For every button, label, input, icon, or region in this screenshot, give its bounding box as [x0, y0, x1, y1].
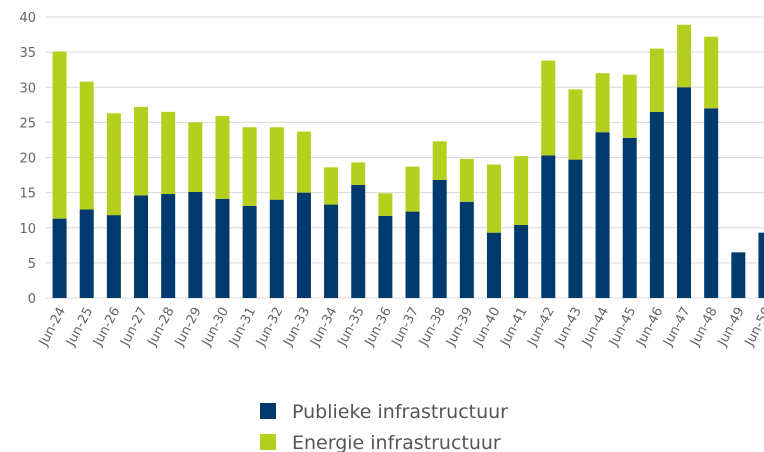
- y-tick-label: 20: [19, 152, 36, 167]
- bar-segment: [568, 159, 583, 298]
- bar-segment: [269, 127, 284, 200]
- bar-segment: [52, 218, 67, 298]
- y-tick-label: 35: [19, 46, 36, 61]
- bar-segment: [378, 193, 393, 216]
- legend-swatch: [260, 434, 276, 450]
- bar-segment: [541, 155, 556, 298]
- bar-segment: [622, 137, 637, 298]
- bar-segment: [296, 131, 311, 193]
- bar-segment: [269, 199, 284, 298]
- bar-segment: [351, 162, 366, 185]
- bar-segment: [704, 108, 719, 298]
- bar-segment: [649, 111, 664, 299]
- bar-segment: [161, 111, 176, 195]
- bar-segment: [568, 89, 583, 160]
- bar-segment: [459, 158, 474, 202]
- bar-segment: [79, 81, 94, 210]
- bar-segment: [595, 73, 610, 133]
- bar-segment: [649, 48, 664, 112]
- bar-segment: [215, 198, 230, 298]
- y-tick-label: 0: [28, 292, 36, 307]
- bar-segment: [378, 215, 393, 298]
- y-tick-label: 25: [19, 116, 36, 131]
- bar-segment: [486, 232, 501, 298]
- bar-segment: [405, 211, 420, 298]
- bar-segment: [595, 132, 610, 298]
- legend-label: Energie infrastructuur: [292, 432, 501, 452]
- bar-segment: [324, 204, 339, 298]
- bar-segment: [161, 194, 176, 298]
- bar-segment: [704, 36, 719, 109]
- y-tick-label: 30: [19, 81, 36, 96]
- y-tick-label: 5: [28, 257, 36, 272]
- bar-segment: [242, 205, 257, 298]
- bar-segment: [296, 192, 311, 298]
- bar-segment: [731, 252, 746, 298]
- bar-segment: [188, 191, 203, 298]
- bar-segment: [514, 224, 529, 298]
- legend-label: Publieke infrastructuur: [292, 401, 508, 423]
- bar-segment: [134, 195, 149, 298]
- bar-segment: [459, 201, 474, 298]
- bar-segment: [215, 116, 230, 199]
- bar-segment: [432, 179, 447, 298]
- bar-segment: [541, 60, 556, 156]
- bar-segment: [622, 74, 637, 138]
- legend-swatch: [260, 403, 276, 419]
- bar-segment: [405, 166, 420, 212]
- bar-segment: [79, 209, 94, 298]
- y-tick-label: 15: [19, 187, 36, 202]
- bar-segment: [324, 167, 339, 205]
- bar-segment: [351, 184, 366, 298]
- bar-segment: [514, 156, 529, 225]
- bar-segment: [432, 141, 447, 180]
- bar-segment: [677, 24, 692, 88]
- bar-segment: [188, 122, 203, 192]
- bar-segment: [106, 113, 121, 216]
- bar-segment: [758, 232, 764, 298]
- y-tick-label: 40: [19, 11, 36, 26]
- bar-segment: [486, 164, 501, 233]
- bar-segment: [106, 215, 121, 298]
- bar-segment: [52, 51, 67, 219]
- bar-segment: [134, 106, 149, 196]
- bar-segment: [677, 87, 692, 298]
- y-tick-label: 10: [19, 222, 36, 237]
- bar-segment: [242, 127, 257, 206]
